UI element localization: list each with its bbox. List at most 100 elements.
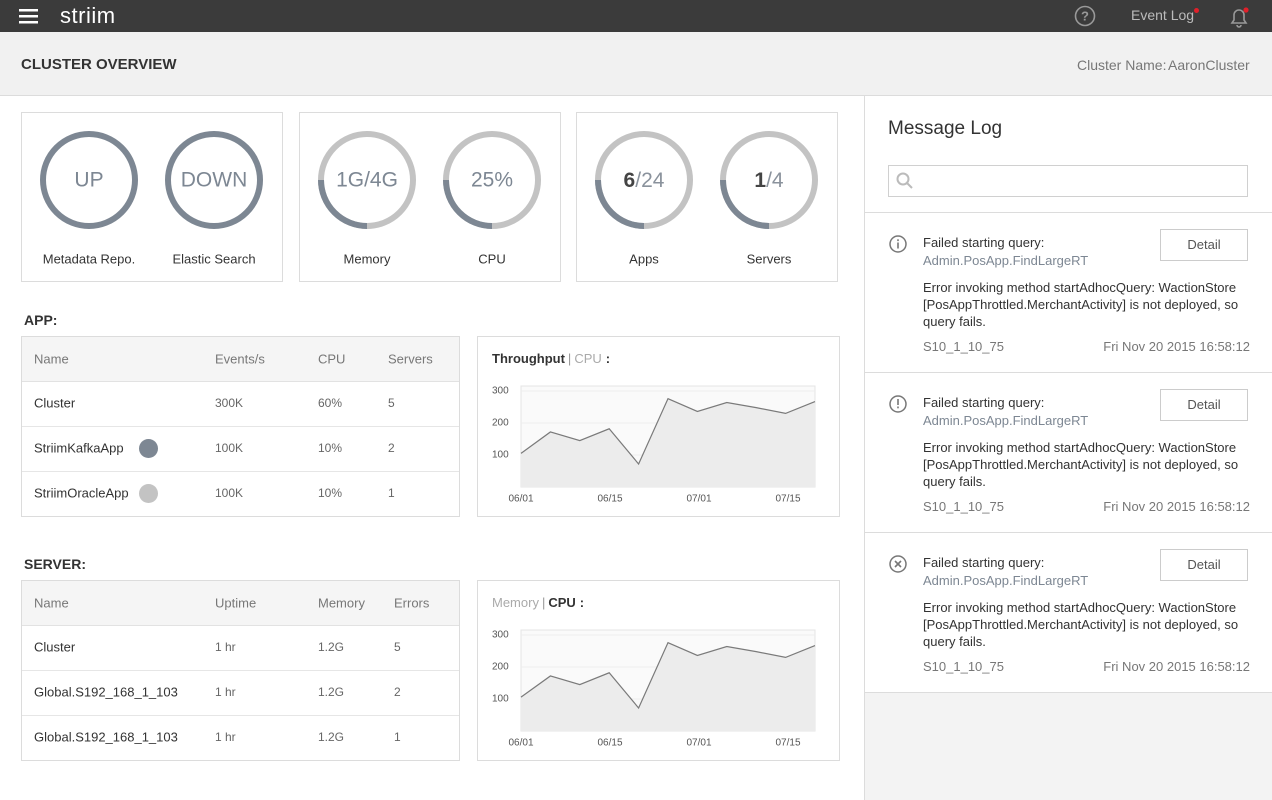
page-title: CLUSTER OVERVIEW (21, 56, 177, 73)
gauge-arc (318, 179, 368, 229)
gauge-label: Servers (747, 251, 792, 266)
gauge-total: /24 (635, 169, 665, 192)
message-time: Fri Nov 20 2015 16:58:12 (1103, 659, 1250, 674)
column-header: Name (34, 595, 69, 611)
gauge-label: Elastic Search (172, 251, 255, 266)
section-title: APP: (24, 312, 58, 328)
line-chart: 100 200 300 06/01 06/15 07/01 07/15 (492, 629, 816, 749)
message-icon (889, 235, 907, 253)
y-tick-label: 300 (492, 386, 509, 397)
table-cell: StriimOracleApp (34, 485, 129, 501)
table-cell: 1.2G (318, 730, 345, 744)
message-icon (889, 395, 907, 413)
table-header (22, 581, 459, 626)
x-tick-label: 07/15 (775, 494, 800, 505)
gauge-label: CPU (478, 251, 505, 266)
logo: striim (60, 3, 116, 28)
chart-tab: Memory (492, 595, 539, 610)
tab-colon: : (605, 351, 611, 366)
table-cell: Cluster (34, 395, 76, 411)
table-cell: 100K (215, 486, 244, 500)
chart-card: Throughput | CPU: 100 200 300 06/01 06/15 07/01 0… (477, 336, 840, 517)
detail-button[interactable]: Detail (1160, 549, 1248, 581)
gauges: UP Metadata Repo. DOWN Elastic Search (40, 131, 263, 266)
icon-glyph (897, 406, 899, 409)
x-tick-label: 06/01 (508, 494, 533, 505)
gauge-text: 6/24 (624, 169, 665, 192)
search-box[interactable] (888, 165, 1248, 197)
column-header: Uptime (215, 595, 257, 611)
message-query: Admin.PosApp.FindLargeRT (923, 573, 1089, 588)
row-divider (22, 426, 459, 427)
detail-button[interactable]: Detail (1160, 229, 1248, 261)
icon-glyph (894, 560, 902, 568)
column-header: CPU (318, 351, 346, 367)
cluster-label: Cluster Name: (1077, 57, 1167, 73)
gauge-text: 1/4 (754, 169, 784, 192)
row-divider (22, 471, 459, 472)
table-cell: 1 (394, 730, 401, 744)
event-log-link[interactable]: Event Log (1131, 7, 1195, 23)
message-time: Fri Nov 20 2015 16:58:12 (1103, 499, 1250, 514)
status-card: 1G/4G Memory 25% CPU (299, 112, 561, 282)
chart-tabs: Throughput | CPU: (492, 351, 610, 366)
x-tick-label: 06/15 (597, 494, 622, 505)
column-header: Events/s (215, 351, 265, 367)
main-area: UP Metadata Repo. DOWN Elastic Search 1G/4G M… (0, 96, 864, 800)
message-query: Admin.PosApp.FindLargeRT (923, 253, 1089, 268)
message-source: S10_1_10_75 (923, 659, 1004, 674)
log-title: Message Log (888, 118, 1003, 139)
gauge-label: Apps (629, 251, 659, 266)
table: Name Uptime Memory Errors Cluster 1 hr 1.2G 5 Gl… (21, 580, 460, 761)
help-icon[interactable]: ? (1074, 5, 1096, 27)
table-cell: 60% (318, 396, 343, 410)
detail-button[interactable]: Detail (1160, 389, 1248, 421)
table-cell: 1.2G (318, 685, 345, 699)
table-cell: 10% (318, 441, 343, 455)
table-cell: 1 (388, 486, 395, 500)
table-cell: 100K (215, 441, 244, 455)
status-dot (139, 484, 158, 503)
y-tick-label: 200 (492, 418, 509, 429)
bell-icon[interactable] (1228, 6, 1250, 28)
tab-separator: | (541, 595, 546, 610)
table-cell: 1 hr (215, 640, 236, 654)
search-icon (896, 172, 913, 189)
message-title: Failed starting query: (923, 555, 1045, 570)
status-ring (40, 131, 138, 229)
menu-icon[interactable] (19, 9, 38, 24)
message: Failed starting query: Admin.PosApp.FindL… (865, 533, 1272, 693)
message-query: Admin.PosApp.FindLargeRT (923, 413, 1089, 428)
message-log-panel: Message Log Failed starting query: Admin.P… (864, 96, 1272, 800)
y-tick-label: 300 (492, 630, 509, 641)
icon-glyph (897, 242, 899, 249)
gauge-text: 1G/4G (336, 169, 398, 192)
gauges: 1G/4G Memory 25% CPU (318, 131, 541, 266)
icon-glyph (897, 239, 899, 242)
gauge-count: 1 (754, 169, 766, 192)
x-tick-label: 07/01 (686, 738, 711, 749)
message-body: Error invoking method startAdhocQuery: W… (923, 600, 1239, 649)
row-divider (22, 715, 459, 716)
column-header: Servers (388, 351, 433, 367)
table-cell: Cluster (34, 639, 76, 655)
chart-tab: CPU (548, 595, 576, 610)
gauges: 6/24 Apps 1/4 Servers (595, 131, 818, 266)
icon-ring (889, 555, 907, 573)
gauge-label: Metadata Repo. (43, 251, 136, 266)
message-title: Failed starting query: (923, 395, 1045, 410)
message-icon (889, 555, 907, 573)
line (520, 397, 816, 466)
gauge-text: 25% (471, 169, 513, 192)
log-header: Message Log (865, 96, 1272, 213)
top-bar: striim ? Event Log (0, 0, 1272, 32)
table-cell: 1 hr (215, 730, 236, 744)
table-cell: 5 (388, 396, 395, 410)
search-lens (896, 172, 910, 186)
table-cell: 5 (394, 640, 401, 654)
gauge-text: DOWN (181, 169, 248, 192)
y-tick-label: 100 (492, 694, 509, 705)
gauge-arc (595, 179, 645, 229)
table-cell: 2 (388, 441, 395, 455)
status-dot (139, 439, 158, 458)
